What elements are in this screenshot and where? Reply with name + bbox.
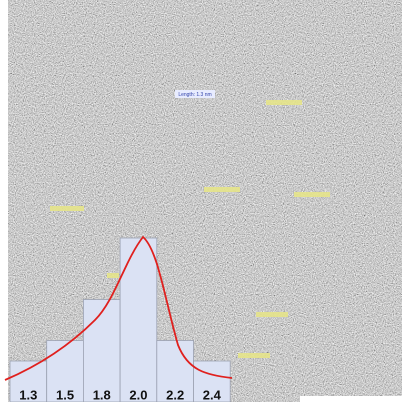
x-tick-label: 1.8 [93, 387, 111, 402]
marker [204, 187, 240, 192]
marker [107, 273, 119, 278]
x-tick-label: 1.5 [56, 387, 74, 402]
bar [120, 238, 157, 402]
x-tick-label: 1.3 [19, 387, 37, 402]
annotation: Length: 1.3 nm [178, 92, 211, 98]
marker [266, 100, 302, 105]
micrograph: Length: 1.3 nm 1.3 1.5 1.8 2.0 2.2 2.4 [0, 0, 402, 402]
marker [256, 312, 288, 317]
x-tick-label: 2.2 [166, 387, 184, 402]
x-tick-label: 2.4 [203, 387, 222, 402]
x-tick-label: 2.0 [129, 387, 147, 402]
marker [238, 353, 270, 358]
marker [294, 192, 330, 197]
scale-strip [300, 396, 402, 402]
marker [50, 206, 84, 211]
